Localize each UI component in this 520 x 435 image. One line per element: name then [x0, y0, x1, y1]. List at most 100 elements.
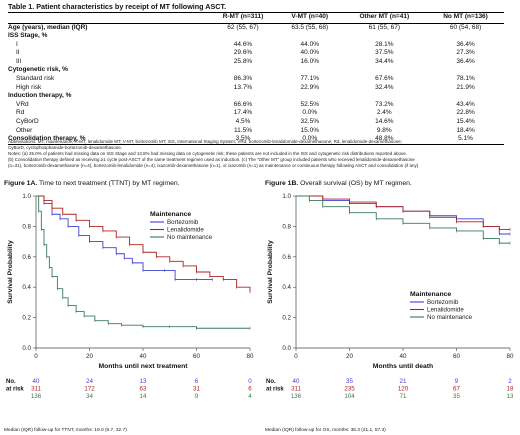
- risk-count: 9: [195, 393, 199, 400]
- risk-label-no: No.: [6, 379, 16, 385]
- y-tick-label: 0.4: [22, 284, 31, 291]
- table-cell: [342, 66, 428, 75]
- header-cell: Other MT (n=41): [359, 13, 410, 20]
- table-row: CyBorD 4.5% 32.5% 14.6% 15.4%: [8, 118, 504, 127]
- y-tick-label: 0.4: [282, 284, 291, 291]
- table-cell: 25.8%: [233, 57, 253, 65]
- header-cell: No MT (n=136): [443, 13, 488, 20]
- table-cell: 34.4%: [375, 57, 394, 65]
- y-tick-label: 0.8: [282, 223, 291, 230]
- risk-count: 21: [400, 378, 407, 385]
- y-tick-label: 0.2: [22, 315, 31, 322]
- table-cell: 37.5%: [375, 49, 394, 57]
- row-label: Cytogenetic risk, %: [8, 66, 68, 74]
- table-cell: 32.4%: [375, 83, 394, 91]
- table-cell: 61 (55, 67): [368, 23, 401, 31]
- x-axis-label: Months until next treatment: [98, 363, 188, 370]
- table-cell: 52.5%: [300, 100, 319, 108]
- y-tick-label: 1.0: [22, 193, 31, 200]
- table-cell: 78.1%: [456, 75, 475, 83]
- legend-entry: Bortezomib: [427, 299, 459, 306]
- note-line: Abbreviations: MT, maintenance; R-MT, le…: [8, 139, 402, 144]
- row-label: Other: [16, 126, 33, 134]
- risk-count: 0: [248, 378, 252, 385]
- table-body: Age (years), median (IQR) 62 (55, 67) 63.5…: [8, 23, 504, 145]
- row-label: I: [16, 40, 18, 48]
- table-cell: 44.6%: [233, 40, 253, 48]
- table-cell: 86.3%: [233, 75, 253, 83]
- note-line: (n=31), bortezomib-dexamethasone (n=4), …: [8, 162, 420, 168]
- series-line-lenalidomide: [36, 195, 251, 292]
- table-row: Age (years), median (IQR) 62 (55, 67) 63.5…: [8, 23, 504, 32]
- x-tick-label: 80: [507, 353, 514, 360]
- x-axis-label: Months until death: [373, 363, 433, 370]
- table-row: Consolidation therapy, % 3.5% 0.0% 48.8% 5.1…: [8, 135, 504, 145]
- row-label: VRd: [16, 100, 29, 108]
- risk-count: 40: [33, 378, 40, 385]
- table-notes: Abbreviations: MT, maintenance; R-MT, le…: [8, 139, 514, 169]
- table-cell: 13.7%: [233, 83, 253, 91]
- table-row: High risk 13.7% 22.9% 32.4% 21.9%: [8, 84, 504, 93]
- note-line: (b) Consolidation therapy defined as rec…: [8, 156, 415, 162]
- table-cell: [208, 92, 278, 101]
- table-row: II 29.6% 40.0% 37.5% 27.3%: [8, 49, 504, 58]
- table-cell: 32.5%: [300, 117, 319, 125]
- table-cell: 5.1%: [458, 135, 473, 143]
- series-line-no-maintenance: [296, 195, 510, 244]
- table-row: Standard risk 86.3% 77.1% 67.6% 78.1%: [8, 75, 504, 84]
- row-label: ISS Stage, %: [8, 32, 48, 40]
- header-cell: R-MT (n=311): [222, 13, 264, 20]
- table-cell: [427, 32, 504, 41]
- risk-count: 71: [400, 393, 407, 400]
- table-cell: 27.3%: [456, 49, 475, 57]
- risk-count: 63: [140, 386, 147, 393]
- y-tick-label: 1.0: [282, 193, 291, 200]
- risk-count: 172: [84, 386, 95, 393]
- series-line-bortezomib: [36, 195, 213, 281]
- y-axis-label: Survival Probability: [267, 240, 274, 304]
- figure-b-caption: Figure 1B. Overall survival (OS) by MT r…: [265, 180, 412, 187]
- legend-entry: Bortezomib: [167, 219, 199, 226]
- risk-count: 14: [140, 393, 147, 400]
- risk-count: 311: [291, 386, 301, 393]
- legend-entry: Lenalidomide: [167, 227, 204, 234]
- table-row: I 44.6% 44.0% 28.1% 36.4%: [8, 41, 504, 50]
- table-cell: [208, 66, 278, 75]
- row-label: Age (years), median (IQR): [8, 23, 88, 31]
- x-tick-label: 80: [247, 353, 254, 360]
- table-cell: [278, 32, 342, 41]
- risk-count: 136: [31, 393, 42, 400]
- table-cell: 21.9%: [456, 83, 475, 91]
- table-cell: 15.4%: [456, 117, 475, 125]
- table-cell: 3.5%: [235, 135, 251, 143]
- table-cell: 63.5 (55, 68): [291, 23, 329, 31]
- table-row: Other 11.5% 15.0% 9.8% 18.4%: [8, 127, 504, 136]
- table-row: VRd 66.6% 52.5% 73.2% 43.4%: [8, 101, 504, 110]
- risk-count: 4: [248, 393, 252, 400]
- y-tick-label: 0.8: [22, 223, 31, 230]
- table-cell: 43.4%: [456, 100, 475, 108]
- y-axis-label: Survival Probability: [7, 240, 14, 304]
- risk-count: 13: [507, 393, 514, 400]
- row-label: II: [16, 49, 20, 57]
- x-tick-label: 40: [400, 353, 407, 360]
- series-line-no-maintenance: [36, 195, 250, 329]
- table-row: III 25.8% 16.0% 34.4% 36.4%: [8, 58, 504, 67]
- os-km-chart: 0.0 0.2 0.4 0.6 0.8 1.0 0 20 40 60 80 Months until …: [266, 193, 514, 400]
- risk-count: 40: [293, 378, 300, 385]
- risk-count: 311: [31, 386, 41, 393]
- table-title: Table 1. Patient characteristics by rece…: [8, 2, 227, 11]
- risk-count: 31: [193, 386, 200, 393]
- row-label: III: [16, 57, 22, 65]
- table-row: Rd 17.4% 0.0% 2.4% 22.8%: [8, 109, 504, 118]
- risk-count: 24: [86, 378, 93, 385]
- table-cell: 15.0%: [300, 126, 319, 134]
- table-cell: 11.5%: [234, 126, 252, 134]
- table-cell: 0.0%: [302, 109, 318, 117]
- table-cell: 4.5%: [235, 117, 251, 125]
- risk-count: 104: [344, 393, 355, 400]
- figure-b-label: Figure 1B.: [265, 180, 299, 187]
- risk-label-at-risk: at risk: [266, 387, 284, 393]
- y-tick-label: 0.6: [22, 254, 31, 261]
- row-label: Standard risk: [16, 75, 55, 83]
